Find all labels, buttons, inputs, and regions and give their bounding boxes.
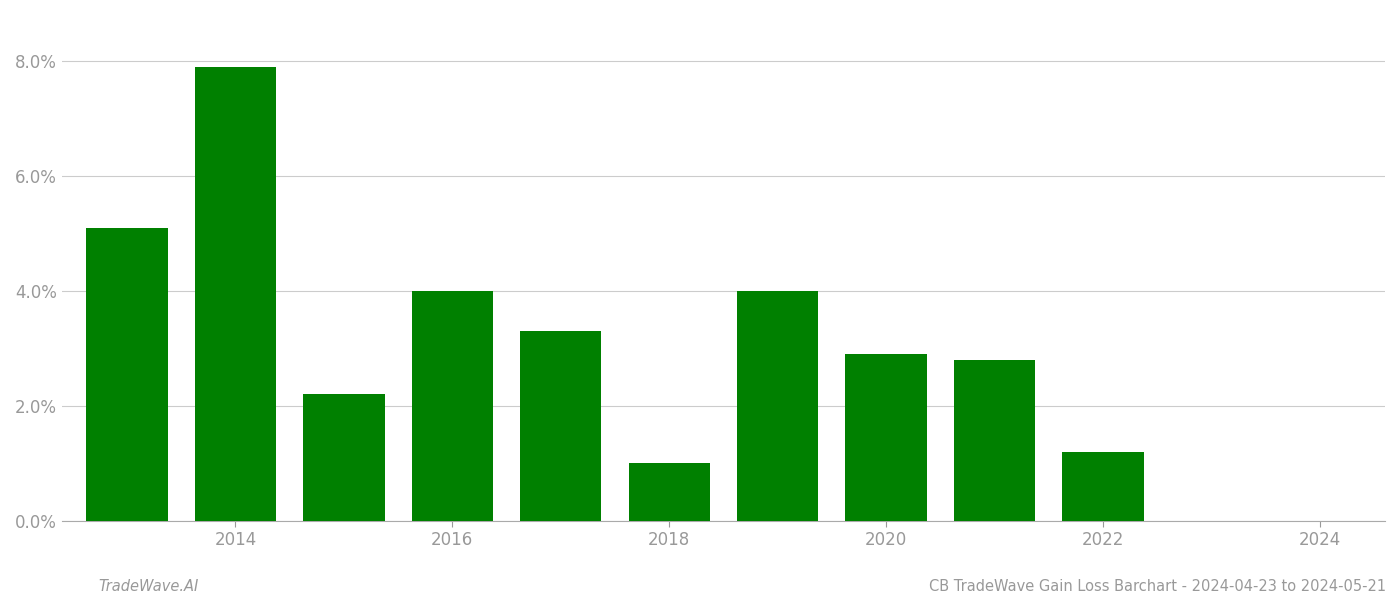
Bar	[629, 463, 710, 521]
Text: TradeWave.AI: TradeWave.AI	[98, 579, 199, 594]
Bar	[195, 67, 276, 521]
Bar	[846, 354, 927, 521]
Bar	[1063, 452, 1144, 521]
Bar	[304, 394, 385, 521]
Bar	[736, 291, 819, 521]
Bar	[519, 331, 602, 521]
Text: CB TradeWave Gain Loss Barchart - 2024-04-23 to 2024-05-21: CB TradeWave Gain Loss Barchart - 2024-0…	[928, 579, 1386, 594]
Bar	[87, 227, 168, 521]
Bar	[953, 360, 1035, 521]
Bar	[412, 291, 493, 521]
